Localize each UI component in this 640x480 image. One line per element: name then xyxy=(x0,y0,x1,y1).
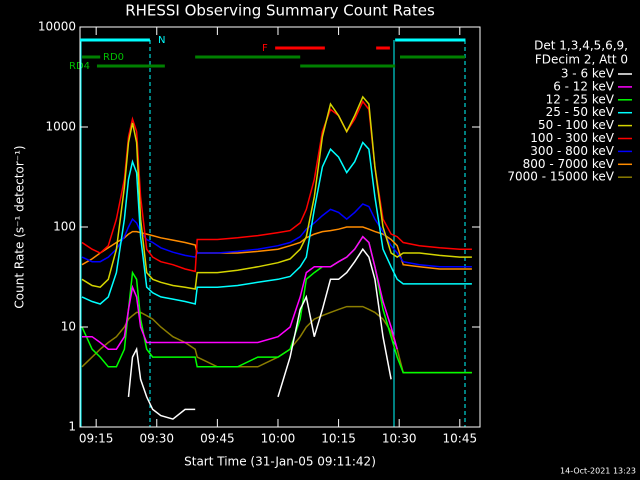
x-tick-label: 09:30 xyxy=(139,432,174,446)
legend-label: 50 - 100 keV xyxy=(538,118,615,132)
series-line xyxy=(81,235,472,374)
x-tick-label: 09:45 xyxy=(200,432,235,446)
series-line xyxy=(81,100,472,273)
x-tick-label: 10:45 xyxy=(443,432,478,446)
y-tick-label: 10000 xyxy=(38,20,76,34)
y-axis-label: Count Rate (s⁻¹ detector⁻¹) xyxy=(13,145,27,308)
y-tick-label: 1000 xyxy=(45,120,76,134)
plot-data xyxy=(81,95,472,420)
series-line xyxy=(81,141,472,305)
x-tick-label: 10:00 xyxy=(261,432,296,446)
legend-label: 800 - 7000 keV xyxy=(523,157,615,171)
legend-title: FDecim 2, Att 0 xyxy=(535,53,628,67)
footer-date: 14-Oct-2021 13:23 xyxy=(560,467,636,476)
series-line xyxy=(81,95,472,290)
flag-label: N xyxy=(158,35,165,46)
legend-label: 3 - 6 keV xyxy=(561,67,615,81)
legend-label: 100 - 300 keV xyxy=(530,131,614,145)
legend-label: 12 - 25 keV xyxy=(546,92,615,106)
series-line xyxy=(127,247,392,420)
chart-title: RHESSI Observing Summary Count Rates xyxy=(125,2,435,20)
x-axis-label: Start Time (31-Jan-05 09:11:42) xyxy=(184,455,376,469)
series-line xyxy=(82,235,398,350)
y-tick-label: 10 xyxy=(61,320,76,334)
legend-label: 300 - 800 keV xyxy=(530,144,614,158)
x-tick-label: 10:30 xyxy=(382,432,417,446)
flag-label: F xyxy=(262,43,268,54)
legend-label: 25 - 50 keV xyxy=(546,105,615,119)
legend-label: 7000 - 15000 keV xyxy=(507,170,614,184)
legend-title: Det 1,3,4,5,6,9, xyxy=(534,39,628,53)
x-tick-label: 09:15 xyxy=(79,432,114,446)
legend-label: 6 - 12 keV xyxy=(553,79,615,93)
flag-label: RD0 xyxy=(103,52,124,63)
y-tick-label: 1 xyxy=(68,420,76,434)
y-tick-label: 100 xyxy=(53,220,76,234)
x-tick-label: 10:15 xyxy=(321,432,356,446)
